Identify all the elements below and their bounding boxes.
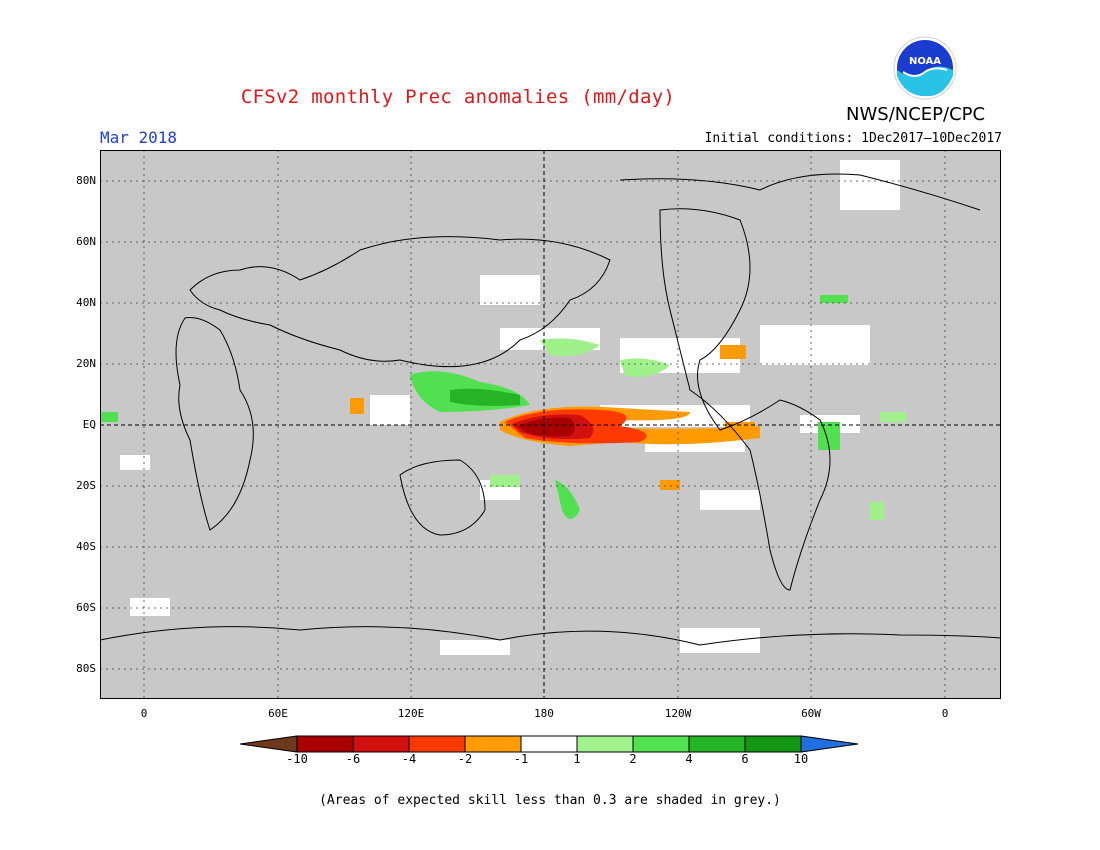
lat-label-80n: 80N [76,174,96,187]
color-legend [240,735,859,753]
legend-label: -1 [513,752,529,766]
lon-label-120e: 120E [397,707,425,720]
legend-swatch-6 [576,735,634,753]
coastlines [100,173,1001,646]
lat-label-40n: 40N [76,296,96,309]
anomaly-map [100,150,1001,699]
wet-anomalies [100,295,906,520]
lon-label-60e: 60E [268,707,288,720]
legend-label: -4 [401,752,417,766]
lat-label-eq: EQ [82,418,96,431]
initial-conditions: Initial conditions: 1Dec2017–10Dec2017 [704,131,1002,146]
legend-swatch-9 [744,735,802,753]
legend-swatch-5 [520,735,578,753]
lat-label-80s: 80S [76,662,96,675]
legend-label: 10 [793,752,809,766]
lon-label-0: 0 [140,707,148,720]
legend-label: -10 [286,752,308,766]
legend-label: -6 [345,752,361,766]
lon-label-180: 180 [534,707,554,720]
legend-label: -2 [457,752,473,766]
dry-anomalies [350,345,760,490]
legend-label: 2 [629,752,637,766]
equator-dateline [100,150,1001,699]
chart-title: CFSv2 monthly Prec anomalies (mm/day) [240,86,676,108]
grid-lines [100,150,1001,699]
lat-label-20s: 20S [76,479,96,492]
lon-label-0-east: 0 [941,707,949,720]
lon-label-120w: 120W [664,707,692,720]
legend-label: 1 [573,752,581,766]
legend-swatch-10 [800,735,859,753]
agency-label: NWS/NCEP/CPC [846,104,986,125]
noaa-logo: NOAA [893,36,957,100]
legend-swatch-2 [352,735,410,753]
legend-swatch-7 [632,735,690,753]
legend-swatch-8 [688,735,746,753]
lat-label-20n: 20N [76,357,96,370]
legend-swatch-4 [464,735,522,753]
legend-label: 6 [741,752,749,766]
legend-swatch-1 [296,735,354,753]
legend-swatch-0 [240,735,298,753]
footnote: (Areas of expected skill less than 0.3 a… [319,793,781,808]
svg-text:NOAA: NOAA [909,56,941,67]
lat-label-60n: 60N [76,235,96,248]
legend-label: 4 [685,752,693,766]
legend-swatch-3 [408,735,466,753]
lat-label-60s: 60S [76,601,96,614]
lat-label-40s: 40S [76,540,96,553]
lon-label-60w: 60W [801,707,821,720]
forecast-month: Mar 2018 [100,128,178,147]
